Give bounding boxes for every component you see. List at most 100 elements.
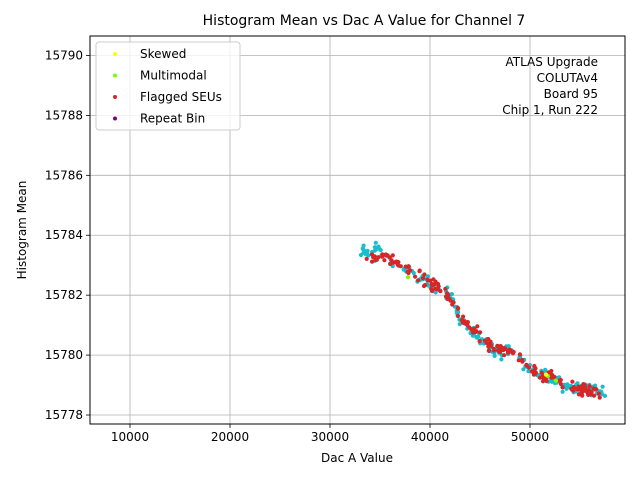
point-flagged-seus	[438, 289, 443, 294]
point-flagged-seus	[382, 258, 387, 263]
legend: Skewed Multimodal Flagged SEUs Repeat Bin	[95, 41, 241, 131]
point-flagged-seus	[593, 387, 598, 392]
legend-marker	[113, 95, 117, 99]
point-flagged-seus	[486, 344, 491, 349]
y-tick-label: 15782	[45, 288, 83, 302]
point-flagged-seus	[587, 384, 592, 389]
legend-marker	[113, 116, 117, 121]
point-flagged-seus	[511, 349, 516, 355]
point-flagged-seus	[491, 346, 496, 351]
point-flagged-seus	[443, 286, 448, 291]
point-flagged-seus	[405, 269, 410, 275]
point-all	[365, 248, 370, 253]
point-flagged-seus	[376, 255, 381, 260]
point-all	[433, 290, 438, 295]
point-flagged-seus	[520, 359, 525, 364]
point-flagged-seus	[583, 386, 588, 391]
point-all	[543, 367, 548, 372]
point-multimodal	[405, 275, 411, 280]
point-flagged-seus	[558, 381, 564, 387]
point-flagged-seus	[451, 300, 456, 305]
point-flagged-seus	[570, 379, 575, 384]
y-tick-label: 15778	[45, 408, 83, 422]
point-flagged-seus	[589, 390, 594, 395]
point-all	[425, 283, 431, 288]
point-flagged-seus	[596, 391, 602, 396]
y-tick-label: 15786	[45, 168, 83, 182]
point-all	[378, 248, 383, 253]
point-all	[600, 384, 605, 389]
point-flagged-seus	[435, 287, 440, 292]
point-flagged-seus	[421, 283, 427, 289]
point-all	[456, 310, 461, 315]
point-flagged-seus	[380, 254, 385, 259]
point-flagged-seus	[371, 255, 376, 260]
point-flagged-seus	[467, 325, 472, 330]
point-flagged-seus	[516, 358, 521, 363]
point-flagged-seus	[474, 329, 479, 334]
point-skewed	[543, 372, 549, 377]
point-flagged-seus	[417, 268, 422, 273]
annotation-block: ATLAS Upgrade COLUTAv4 Board 95 Chip 1, Run…	[502, 55, 598, 117]
y-axis: 15778 15780 15782 15784 15786 15788 15790	[45, 48, 90, 422]
legend-label: Flagged SEUs	[140, 90, 222, 104]
point-flagged-seus	[577, 384, 582, 390]
point-all	[521, 367, 526, 372]
point-all	[425, 274, 430, 279]
point-flagged-seus	[413, 274, 418, 279]
point-flagged-seus	[477, 339, 482, 344]
point-flagged-seus	[560, 385, 565, 390]
point-flagged-seus	[394, 259, 399, 264]
data-points	[358, 240, 608, 400]
point-all	[361, 250, 366, 255]
point-flagged-seus	[502, 353, 507, 358]
point-flagged-seus	[433, 279, 438, 284]
point-flagged-seus	[459, 318, 465, 323]
grid	[90, 36, 625, 424]
point-flagged-seus	[406, 264, 411, 269]
point-flagged-seus	[556, 378, 562, 383]
point-flagged-seus	[430, 282, 435, 288]
annotation-line: ATLAS Upgrade	[505, 55, 598, 69]
point-flagged-seus	[455, 313, 461, 318]
legend-label: Skewed	[140, 47, 186, 61]
point-flagged-seus	[465, 320, 470, 325]
point-flagged-seus	[416, 278, 421, 283]
point-all	[566, 383, 571, 388]
point-all	[373, 240, 378, 245]
point-all	[457, 322, 462, 327]
point-flagged-seus	[529, 369, 534, 374]
x-axis: 10000 20000 30000 40000 50000	[111, 424, 549, 444]
point-flagged-seus	[549, 368, 554, 374]
point-flagged-seus	[517, 352, 523, 357]
point-flagged-seus	[539, 370, 544, 375]
point-flagged-seus	[591, 393, 597, 398]
x-tick-label: 40000	[411, 430, 449, 444]
y-axis-label: Histogram Mean	[15, 181, 29, 280]
annotation-line: COLUTAv4	[537, 71, 598, 85]
point-flagged-seus	[387, 255, 392, 260]
point-all	[492, 353, 497, 358]
y-tick-label: 15780	[45, 348, 83, 362]
point-flagged-seus	[486, 337, 491, 342]
legend-marker	[113, 52, 117, 56]
point-all	[475, 334, 480, 339]
point-flagged-seus	[398, 264, 403, 269]
point-flagged-seus	[364, 256, 369, 261]
point-flagged-seus	[597, 395, 602, 400]
legend-box	[95, 41, 241, 131]
point-all	[360, 246, 365, 251]
point-flagged-seus	[475, 324, 480, 329]
plot-frame	[89, 35, 626, 425]
x-tick-label: 20000	[211, 430, 249, 444]
point-flagged-seus	[370, 259, 375, 264]
point-flagged-seus	[388, 261, 393, 267]
point-flagged-seus	[390, 253, 395, 258]
point-flagged-seus	[498, 346, 503, 351]
point-flagged-seus	[456, 306, 461, 311]
point-flagged-seus	[537, 375, 543, 380]
point-flagged-seus	[531, 372, 537, 377]
point-all	[366, 253, 371, 258]
point-flagged-seus	[532, 363, 537, 369]
